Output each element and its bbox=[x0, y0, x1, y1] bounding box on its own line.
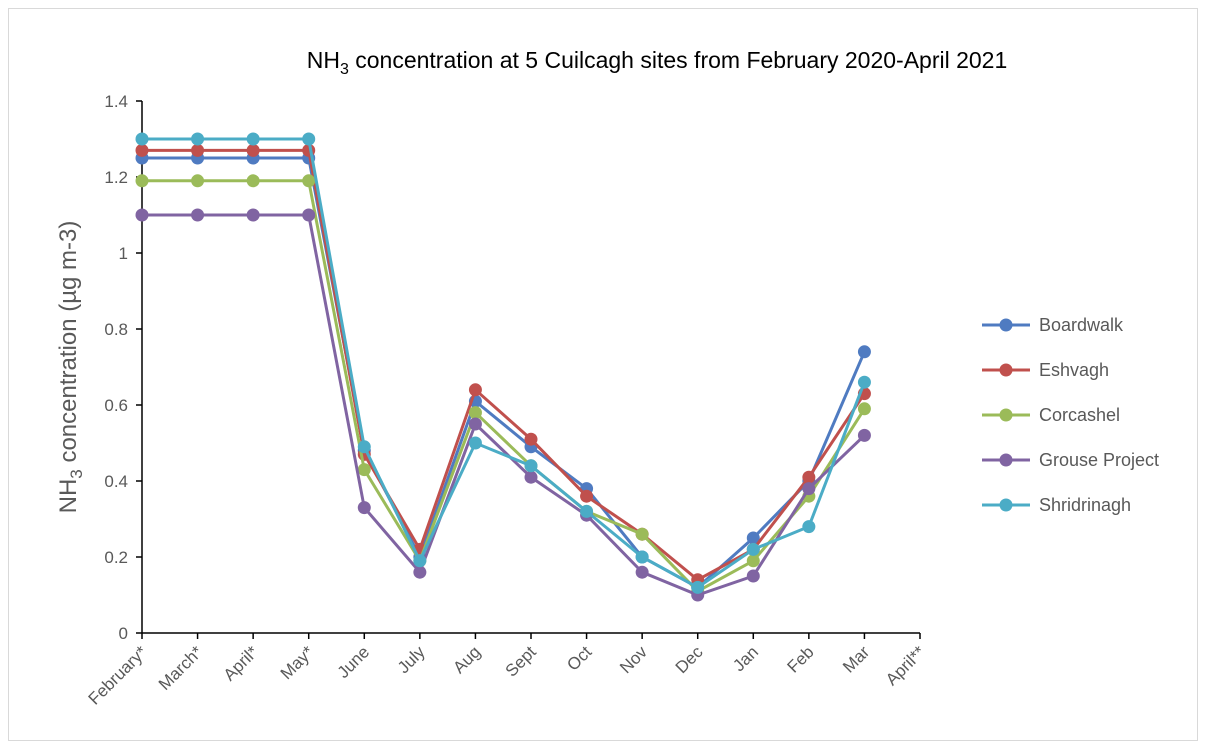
data-point bbox=[413, 565, 427, 579]
data-point bbox=[746, 569, 760, 583]
legend-marker bbox=[999, 318, 1013, 332]
legend-label: Shridrinagh bbox=[1039, 495, 1131, 515]
data-point bbox=[191, 208, 205, 222]
title-part: concentration at 5 Cuilcagh sites from F… bbox=[349, 47, 1007, 73]
label-part: NH bbox=[55, 479, 82, 514]
data-point bbox=[746, 554, 760, 568]
legend-marker bbox=[999, 453, 1013, 467]
data-point bbox=[357, 440, 371, 454]
series-line bbox=[142, 179, 866, 594]
data-point bbox=[468, 417, 482, 431]
legend-marker bbox=[999, 498, 1013, 512]
data-point bbox=[691, 580, 705, 594]
legend-marker bbox=[999, 363, 1013, 377]
y-tick-label: 0.6 bbox=[104, 396, 128, 415]
data-point bbox=[302, 132, 316, 146]
y-tick-label: 0 bbox=[119, 624, 128, 643]
data-point bbox=[246, 143, 260, 157]
data-point bbox=[191, 174, 205, 188]
title-sub: 3 bbox=[340, 61, 349, 78]
data-point bbox=[857, 345, 871, 359]
label-sub: 3 bbox=[67, 469, 86, 478]
y-tick-label: 0.8 bbox=[104, 320, 128, 339]
data-point bbox=[857, 428, 871, 442]
series-line bbox=[142, 213, 866, 597]
y-axis-label: NH3 concentration (µg m-3) bbox=[55, 221, 86, 514]
data-point bbox=[802, 470, 816, 484]
y-tick-label: 0.2 bbox=[104, 548, 128, 567]
data-point bbox=[746, 531, 760, 545]
y-tick-label: 1 bbox=[119, 244, 128, 263]
data-point bbox=[246, 132, 260, 146]
data-point bbox=[524, 470, 538, 484]
data-point bbox=[468, 406, 482, 420]
series-line bbox=[142, 137, 866, 590]
data-point bbox=[302, 208, 316, 222]
legend-label: Boardwalk bbox=[1039, 315, 1124, 335]
data-point bbox=[246, 208, 260, 222]
y-tick-label: 0.4 bbox=[104, 472, 128, 491]
data-point bbox=[357, 501, 371, 515]
chart-title: NH3 concentration at 5 Cuilcagh sites fr… bbox=[307, 47, 1008, 78]
data-point bbox=[857, 375, 871, 389]
data-point bbox=[857, 402, 871, 416]
legend-label: Eshvagh bbox=[1039, 360, 1109, 380]
data-point bbox=[413, 554, 427, 568]
legend-marker bbox=[999, 408, 1013, 422]
data-point bbox=[246, 174, 260, 188]
data-point bbox=[191, 143, 205, 157]
data-point bbox=[802, 520, 816, 534]
data-point bbox=[135, 174, 149, 188]
series-line bbox=[142, 156, 866, 590]
y-tick-label: 1.4 bbox=[104, 92, 128, 111]
data-point bbox=[580, 504, 594, 518]
legend-label: Grouse Project bbox=[1039, 450, 1159, 470]
data-point bbox=[191, 132, 205, 146]
data-point bbox=[135, 143, 149, 157]
data-point bbox=[357, 463, 371, 477]
data-point bbox=[635, 527, 649, 541]
data-point bbox=[135, 208, 149, 222]
data-point bbox=[635, 550, 649, 564]
chart-border bbox=[8, 8, 1198, 741]
data-point bbox=[580, 489, 594, 503]
data-point bbox=[746, 542, 760, 556]
data-point bbox=[135, 132, 149, 146]
data-point bbox=[635, 565, 649, 579]
data-point bbox=[802, 482, 816, 496]
data-point bbox=[524, 459, 538, 473]
data-point bbox=[468, 436, 482, 450]
label-part: concentration (µg m-3) bbox=[55, 221, 82, 470]
legend-label: Corcashel bbox=[1039, 405, 1120, 425]
y-tick-label: 1.2 bbox=[104, 168, 128, 187]
data-point bbox=[524, 432, 538, 446]
data-point bbox=[468, 383, 482, 397]
data-point bbox=[302, 174, 316, 188]
title-part: NH bbox=[307, 47, 340, 73]
